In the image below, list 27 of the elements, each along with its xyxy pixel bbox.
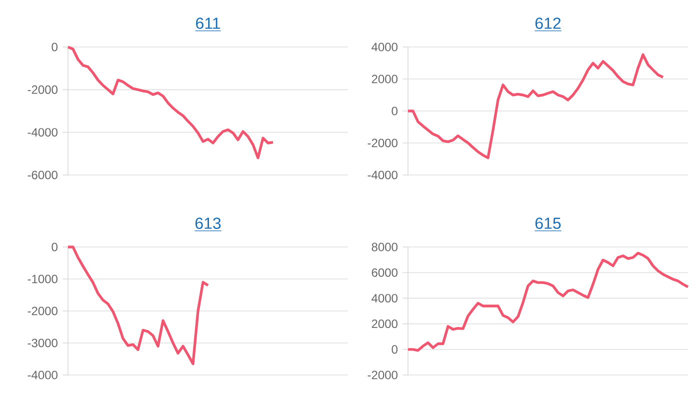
y-tick-label: -2000 <box>368 370 398 380</box>
y-tick-label: 8000 <box>372 242 398 252</box>
y-tick-label: -2000 <box>28 306 58 316</box>
y-tick-label: 4000 <box>372 294 398 302</box>
y-tick-label: -4000 <box>28 370 58 380</box>
y-tick-label: -1000 <box>28 274 58 284</box>
line-series <box>66 46 274 160</box>
y-tick-label: 6000 <box>372 268 398 277</box>
y-tick-label: 0 <box>392 106 398 116</box>
chart-title: 611 <box>196 18 220 29</box>
y-tick-label: -2000 <box>368 138 398 148</box>
y-tick-label: 0 <box>52 42 58 52</box>
y-tick-label: 2000 <box>372 74 398 84</box>
y-tick-label: 4000 <box>372 42 398 52</box>
line-series <box>66 246 210 366</box>
chart-title: 613 <box>195 218 221 229</box>
line-series <box>406 53 664 160</box>
y-tick-label: 0 <box>52 242 58 252</box>
y-tick-label: 2000 <box>372 320 398 328</box>
chart-title: 612 <box>535 18 561 29</box>
y-tick-label: 0 <box>392 345 398 354</box>
y-tick-label: -3000 <box>28 338 58 348</box>
chart-title: 615 <box>535 218 561 229</box>
y-tick-label: -4000 <box>28 128 58 137</box>
y-tick-label: -4000 <box>368 170 398 180</box>
y-tick-label: -2000 <box>28 85 58 94</box>
y-tick-label: -6000 <box>28 170 58 180</box>
